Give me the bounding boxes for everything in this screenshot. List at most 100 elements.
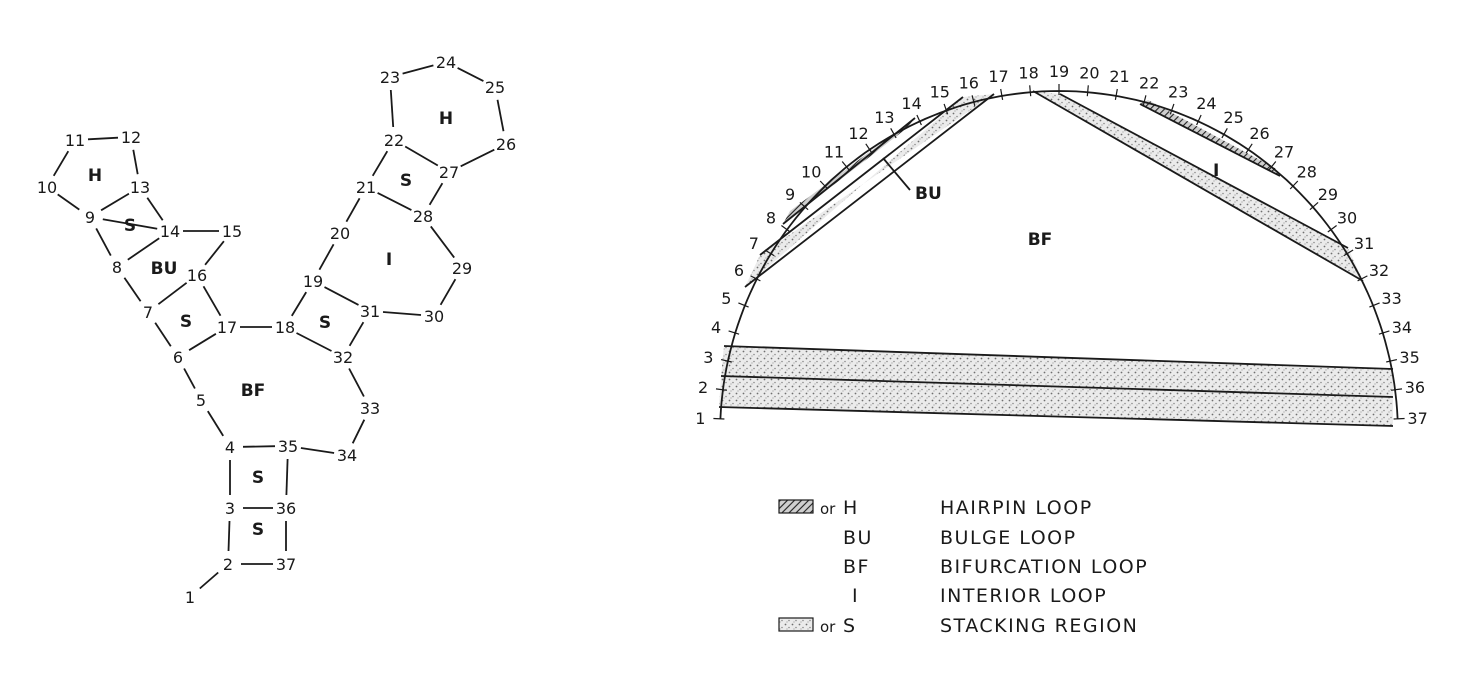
arc-tick-26: [1245, 143, 1253, 154]
arc-tick-32: [1357, 275, 1368, 282]
arc-tick-30: [1327, 225, 1337, 233]
bond-28-29: [430, 225, 455, 259]
bond-6-7: [154, 322, 172, 347]
nucleotide-label-12: 12: [121, 128, 141, 147]
nucleotide-label-7: 7: [143, 303, 153, 322]
bond-19-20: [318, 243, 335, 271]
region-label-stack-18-32: S: [319, 313, 331, 333]
arc-label-23: 23: [1168, 83, 1188, 102]
bond-13-14: [146, 197, 164, 221]
arc-tick-31: [1343, 249, 1354, 257]
chord-19-32: [1032, 90, 1364, 282]
bond-7-8: [123, 277, 142, 302]
nucleotide-label-32: 32: [333, 348, 353, 367]
nucleotide-label-15: 15: [222, 222, 242, 241]
arc-label-35: 35: [1399, 348, 1419, 367]
bond-22-27: [404, 145, 439, 167]
legend-label-stacking: STACKING REGION: [940, 615, 1138, 637]
arc-tick-10: [819, 180, 829, 190]
bond-9-14: [102, 218, 158, 230]
nucleotide-label-17: 17: [217, 318, 237, 337]
arc-tick-33: [1369, 302, 1380, 308]
circle-label-bifurcation: BF: [1028, 230, 1053, 250]
nucleotide-label-20: 20: [330, 224, 350, 243]
nucleotide-label-33: 33: [360, 399, 380, 418]
stacking-band-4-35: [721, 346, 1393, 397]
arc-tick-13: [890, 128, 897, 139]
chord-7-16: [759, 96, 964, 256]
bond-7-16: [157, 282, 188, 305]
arc-tick-21: [1114, 88, 1118, 101]
nucleotide-label-30: 30: [424, 307, 444, 326]
bond-11-12: [87, 136, 119, 141]
bond-22-23: [389, 89, 395, 128]
arc-tick-6: [750, 275, 761, 282]
region-label-stack-3-36: S: [252, 468, 264, 488]
arc-label-7: 7: [749, 234, 759, 253]
nucleotide-label-22: 22: [384, 131, 404, 150]
region-label-stack-2-37: S: [252, 520, 264, 540]
arc-label-17: 17: [988, 67, 1008, 86]
arc-label-32: 32: [1369, 261, 1389, 280]
bond-15-16: [204, 240, 225, 266]
nucleotide-label-19: 19: [303, 272, 323, 291]
legend-label-bifurcation: BIFURCATION LOOP: [940, 556, 1148, 578]
bond-8-9: [95, 227, 112, 257]
arc-label-26: 26: [1249, 124, 1269, 143]
nucleotide-label-31: 31: [360, 302, 380, 321]
arc-tick-25: [1221, 128, 1228, 139]
bond-4-5: [207, 410, 224, 437]
nucleotide-label-25: 25: [485, 78, 505, 97]
bond-34-35: [300, 447, 335, 454]
bond-30-31: [382, 311, 422, 316]
nucleotide-label-35: 35: [278, 437, 298, 456]
arc-tick-35: [1386, 359, 1398, 363]
legend-symbol-stacking: S: [843, 615, 857, 637]
bond-2-3: [227, 520, 231, 552]
chord-20-31: [1059, 93, 1349, 249]
arc-label-30: 30: [1337, 209, 1357, 228]
nucleotide-label-4: 4: [225, 438, 235, 457]
nucleotide-label-29: 29: [452, 259, 472, 278]
nucleotide-label-2: 2: [223, 555, 233, 574]
arc-tick-14: [916, 114, 922, 126]
region-label-hairpin-right: H: [439, 109, 453, 129]
nucleotide-label-10: 10: [37, 178, 57, 197]
arc-label-28: 28: [1297, 163, 1317, 182]
region-label-stack-21-28: S: [400, 171, 412, 191]
legend-label-interior: INTERIOR LOOP: [940, 585, 1107, 607]
legend-swatch-hatched: [778, 499, 814, 514]
bond-1-2: [199, 571, 219, 590]
bond-18-32: [296, 332, 332, 352]
nucleotide-label-36: 36: [276, 499, 296, 518]
bond-9-10: [57, 193, 80, 211]
arc-tick-12: [865, 143, 873, 154]
arc-label-1: 1: [695, 409, 705, 428]
arc-tick-28: [1289, 180, 1299, 190]
chord-2-37: [718, 406, 1394, 427]
bond-20-21: [345, 197, 361, 223]
arc-tick-8: [781, 225, 791, 233]
nucleotide-label-11: 11: [65, 131, 85, 150]
nucleotide-label-28: 28: [413, 207, 433, 226]
arc-tick-16: [971, 95, 976, 107]
legend-label-bulge: BULGE LOOP: [940, 527, 1077, 549]
arc-label-36: 36: [1405, 378, 1425, 397]
circle-label-interior: I: [1213, 161, 1219, 181]
bond-12-13: [132, 149, 139, 175]
bond-16-17: [202, 285, 222, 317]
chord-lines: [718, 90, 1394, 427]
arc-label-8: 8: [766, 209, 776, 228]
arc-label-33: 33: [1381, 289, 1401, 308]
legend-connector-stacking: or: [820, 618, 836, 636]
legend-swatch-stippled: [778, 617, 814, 632]
chord-6-17: [744, 93, 995, 288]
region-label-bulge: BU: [151, 259, 178, 279]
nucleotide-label-1: 1: [185, 588, 195, 607]
arc-tick-7: [764, 249, 775, 257]
bond-31-32: [348, 321, 365, 347]
arc-label-13: 13: [874, 108, 894, 127]
